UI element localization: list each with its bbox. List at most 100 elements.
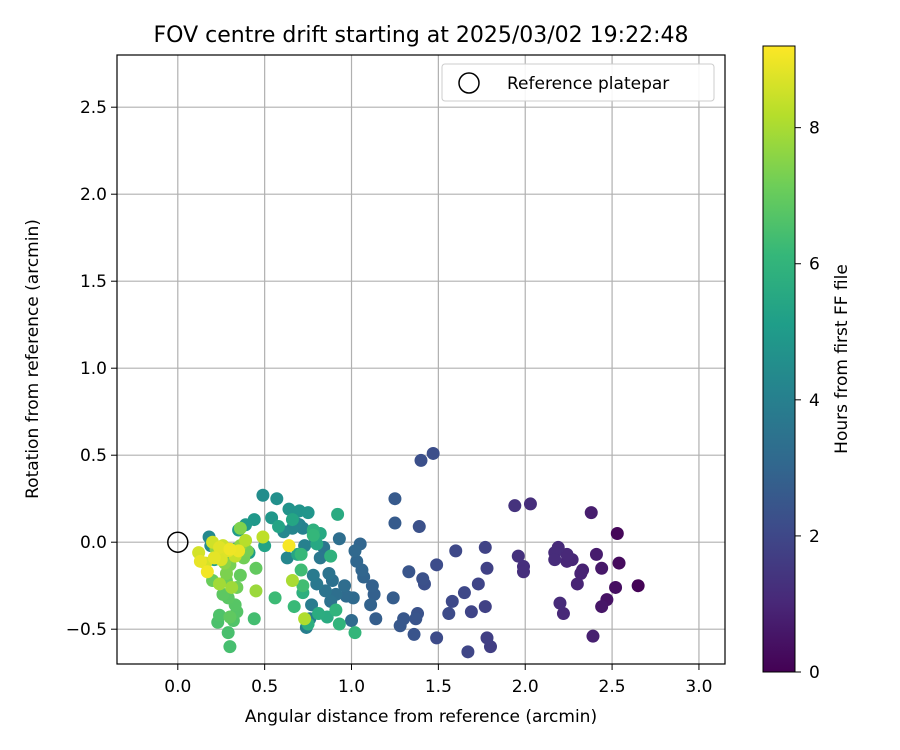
data-point bbox=[589, 547, 603, 561]
data-point bbox=[338, 579, 352, 593]
legend-reference-icon bbox=[458, 72, 480, 94]
data-point bbox=[272, 520, 286, 534]
colorbar-ticks: 0 2 4 6 8 bbox=[795, 119, 820, 683]
data-point bbox=[247, 612, 261, 626]
data-point bbox=[285, 573, 299, 587]
data-point bbox=[449, 544, 463, 558]
colorbar-gradient bbox=[762, 45, 796, 673]
data-point bbox=[471, 577, 485, 591]
data-point bbox=[631, 579, 645, 593]
data-point bbox=[280, 551, 294, 565]
data-point bbox=[249, 584, 263, 598]
data-point bbox=[511, 549, 525, 563]
legend-box bbox=[441, 63, 715, 102]
data-point bbox=[216, 587, 230, 601]
y-tick-label: 1.5 bbox=[80, 272, 107, 292]
y-tick-label: 0.0 bbox=[80, 533, 107, 553]
colorbar-label: Hours from first FF file bbox=[832, 264, 852, 454]
colorbar-tick-label: 2 bbox=[809, 527, 820, 547]
data-point bbox=[219, 567, 233, 581]
colorbar-tick-label: 4 bbox=[809, 391, 820, 411]
colorbar-tick-label: 8 bbox=[809, 119, 820, 139]
colorbar-tick-label: 6 bbox=[809, 255, 820, 275]
data-point bbox=[306, 528, 320, 542]
data-point bbox=[610, 527, 624, 540]
data-point bbox=[478, 540, 492, 554]
data-point bbox=[282, 539, 296, 553]
x-tick-label: 2.5 bbox=[599, 677, 626, 697]
data-point bbox=[223, 542, 237, 556]
grid-lines bbox=[117, 55, 725, 664]
data-points bbox=[192, 446, 645, 659]
data-point bbox=[595, 561, 609, 575]
y-tick-label: 1.0 bbox=[80, 359, 107, 379]
data-point bbox=[331, 507, 345, 521]
legend-label: Reference platepar bbox=[507, 74, 669, 94]
data-point bbox=[365, 579, 379, 593]
data-point bbox=[225, 580, 239, 594]
data-point bbox=[324, 549, 338, 563]
legend: Reference platepar bbox=[441, 63, 715, 102]
data-point bbox=[556, 607, 570, 621]
x-tick-label: 1.0 bbox=[338, 677, 365, 697]
data-point bbox=[233, 568, 247, 582]
data-point bbox=[270, 492, 284, 506]
data-point bbox=[301, 506, 315, 520]
data-point bbox=[553, 596, 567, 610]
data-point bbox=[393, 619, 407, 633]
x-axis-label: Angular distance from reference (arcmin) bbox=[245, 707, 597, 727]
data-point bbox=[457, 586, 471, 600]
data-point bbox=[388, 516, 402, 530]
data-point bbox=[574, 567, 588, 581]
x-tick-label: 0.0 bbox=[164, 677, 191, 697]
data-point bbox=[221, 626, 235, 640]
data-point bbox=[584, 506, 598, 520]
x-tick-label: 3.0 bbox=[685, 677, 712, 697]
x-tick-label: 2.0 bbox=[512, 677, 539, 697]
data-point bbox=[329, 603, 343, 617]
data-point bbox=[332, 532, 346, 546]
y-tick-label: 0.5 bbox=[80, 446, 107, 466]
data-point bbox=[212, 540, 226, 554]
data-point bbox=[430, 558, 444, 572]
data-point bbox=[445, 594, 459, 608]
y-tick-label: −0.5 bbox=[66, 620, 107, 640]
data-point bbox=[332, 617, 346, 631]
plot-area-frame bbox=[116, 54, 726, 665]
data-point bbox=[516, 565, 530, 579]
data-point bbox=[212, 577, 226, 591]
data-point bbox=[287, 600, 301, 614]
data-point bbox=[478, 600, 492, 614]
chart-title: FOV centre drift starting at 2025/03/02 … bbox=[154, 23, 689, 48]
data-point bbox=[480, 631, 494, 645]
x-tick-label: 1.5 bbox=[425, 677, 452, 697]
data-point bbox=[369, 612, 383, 626]
data-point bbox=[560, 547, 574, 561]
x-axis-ticks: 0.0 0.5 1.0 1.5 2.0 2.5 3.0 bbox=[164, 664, 712, 697]
data-point bbox=[402, 565, 416, 579]
data-point bbox=[312, 607, 326, 621]
data-point bbox=[388, 492, 402, 506]
data-point bbox=[233, 521, 247, 535]
data-point bbox=[595, 600, 609, 614]
y-tick-label: 2.0 bbox=[80, 185, 107, 205]
data-point bbox=[249, 561, 263, 575]
data-point bbox=[508, 499, 522, 513]
data-point bbox=[239, 533, 253, 547]
data-point bbox=[306, 568, 320, 582]
data-point bbox=[350, 554, 364, 568]
data-point bbox=[268, 591, 282, 605]
data-point bbox=[282, 502, 296, 516]
data-point bbox=[430, 631, 444, 645]
y-axis-label: Rotation from reference (arcmin) bbox=[23, 219, 43, 499]
data-point bbox=[426, 446, 440, 460]
data-point bbox=[570, 577, 584, 591]
data-point bbox=[294, 563, 308, 577]
data-point bbox=[265, 511, 279, 525]
data-point bbox=[285, 513, 299, 527]
data-point bbox=[223, 640, 237, 654]
reference-platepar-marker bbox=[167, 531, 189, 553]
data-point bbox=[386, 591, 400, 605]
data-point bbox=[294, 547, 308, 561]
